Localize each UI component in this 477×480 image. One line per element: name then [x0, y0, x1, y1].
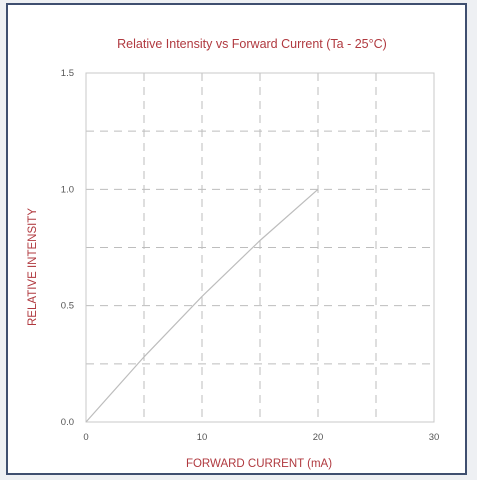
- chart-title: Relative Intensity vs Forward Current (T…: [117, 37, 387, 51]
- x-tick-label: 30: [429, 432, 440, 443]
- plot-border: [85, 72, 435, 423]
- y-tick-label: 1.0: [61, 184, 74, 195]
- x-tick-label: 20: [313, 432, 324, 443]
- chart-frame: Relative Intensity vs Forward Current (T…: [6, 3, 467, 475]
- x-axis-label: FORWARD CURRENT (mA): [186, 458, 332, 470]
- x-tick-labels: 0 10 20 30: [83, 432, 439, 443]
- y-tick-label: 1.5: [61, 68, 74, 79]
- grid: [86, 73, 434, 422]
- x-tick-label: 10: [197, 432, 208, 443]
- y-tick-label: 0.5: [61, 301, 74, 312]
- y-axis-label: RELATIVE INTENSITY: [27, 208, 39, 326]
- x-tick-label: 0: [83, 432, 88, 443]
- series-layer: [85, 188, 319, 423]
- series-line-0: [85, 188, 319, 423]
- chart: Relative Intensity vs Forward Current (T…: [27, 37, 439, 470]
- y-tick-labels: 0.0 0.5 1.0 1.5: [61, 68, 74, 428]
- y-tick-label: 0.0: [61, 417, 74, 428]
